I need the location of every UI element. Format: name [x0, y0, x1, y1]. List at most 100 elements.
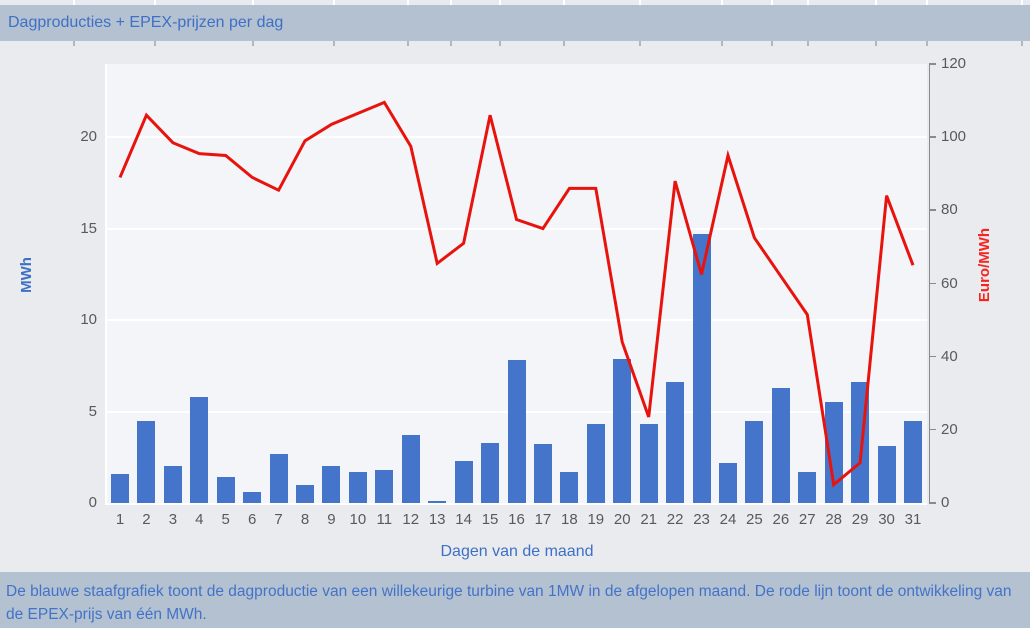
- right-axis-tick: [929, 502, 936, 504]
- x-axis-tick-label: 24: [719, 511, 737, 528]
- column-separator: [154, 41, 156, 46]
- production-bar: [401, 435, 420, 503]
- x-axis-tick-label: 18: [561, 511, 578, 528]
- x-axis-tick-label: 21: [640, 511, 657, 528]
- epex-price-line-layer: [118, 100, 915, 488]
- production-bar: [428, 501, 447, 503]
- production-bar: [586, 424, 605, 503]
- production-bar: [533, 444, 552, 503]
- production-bar: [824, 402, 843, 503]
- y-axis-tick-label-right: 0: [941, 494, 950, 511]
- column-separator: [252, 0, 254, 5]
- production-bar: [718, 462, 737, 503]
- column-separator: [807, 0, 809, 5]
- y-axis-tick-label-right: 100: [941, 128, 967, 146]
- production-bar: [560, 471, 579, 503]
- production-bar: [243, 492, 262, 503]
- x-axis-tick-label: 31: [904, 511, 922, 528]
- column-separator: [154, 0, 156, 5]
- column-separator: [639, 0, 641, 5]
- y-axis-tick-label-right: 60: [941, 274, 958, 292]
- gridline: [107, 319, 927, 322]
- production-bar: [163, 466, 182, 503]
- production-bar: [348, 471, 367, 503]
- column-separator: [450, 41, 452, 46]
- column-separator: [807, 41, 809, 46]
- x-axis-tick-label: 2: [142, 511, 151, 528]
- production-bar: [454, 460, 473, 503]
- right-axis-tick: [929, 136, 936, 138]
- gridline: [107, 227, 927, 230]
- x-axis-tick-label: 4: [195, 511, 204, 528]
- top-column-strip: [0, 0, 1030, 5]
- production-bar: [771, 387, 790, 503]
- x-axis-tick-label: 22: [666, 511, 684, 528]
- column-separator: [771, 0, 773, 5]
- production-bar: [666, 382, 685, 503]
- column-separator: [1021, 0, 1023, 5]
- plot-area: [105, 64, 927, 505]
- x-axis-tick-label: 16: [508, 511, 525, 528]
- x-axis-tick-label: 26: [772, 511, 790, 528]
- production-bar: [481, 442, 500, 503]
- x-axis-tick-label: 6: [247, 511, 257, 528]
- y-axis-tick-label-left: 20: [80, 128, 97, 146]
- right-axis-tick: [929, 428, 936, 431]
- production-bar: [507, 360, 526, 503]
- caption-bar: De blauwe staafgrafiek toont de dagprodu…: [0, 572, 1030, 628]
- right-axis-tick: [929, 209, 936, 211]
- x-axis-tick-label: 5: [221, 511, 230, 528]
- x-axis-tick-label: 19: [587, 511, 605, 528]
- x-axis-tick-label: 29: [851, 511, 869, 528]
- x-axis-tick-label: 9: [327, 511, 336, 528]
- production-bar: [111, 473, 129, 503]
- production-bar: [798, 471, 817, 503]
- chart-title: Dagproducties + EPEX-prijzen per dag: [8, 14, 284, 31]
- column-separator: [721, 41, 723, 46]
- right-axis-tick: [929, 355, 936, 358]
- y-axis-tick-label-left: 10: [80, 311, 97, 329]
- caption-text: De blauwe staafgrafiek toont de dagprodu…: [6, 583, 1012, 623]
- x-axis-tick-label: 8: [300, 511, 310, 528]
- column-separator: [499, 41, 501, 46]
- x-axis-tick-label: 20: [613, 511, 631, 528]
- production-bar: [613, 358, 632, 503]
- x-axis-tick-label: 27: [798, 511, 816, 528]
- column-separator: [499, 0, 501, 5]
- column-separator: [407, 41, 409, 46]
- production-bar: [639, 424, 658, 503]
- column-separator: [73, 41, 75, 46]
- column-separator: [563, 0, 565, 5]
- x-axis-tick-label: 28: [825, 511, 843, 528]
- y-axis-tick-label-right: 120: [941, 55, 967, 72]
- y-axis-tick-label-right: 80: [941, 201, 958, 219]
- column-separator: [450, 0, 452, 5]
- x-axis-tick-label: 3: [168, 511, 178, 528]
- column-separator: [1021, 41, 1023, 46]
- x-axis-tick-label: 25: [746, 511, 763, 528]
- production-bar: [322, 466, 341, 503]
- x-axis-tick-label: 7: [274, 511, 283, 528]
- production-bar: [904, 420, 922, 503]
- column-separator: [563, 41, 565, 46]
- x-axis-tick-label: 1: [115, 511, 125, 528]
- right-axis-line: [929, 64, 930, 504]
- x-axis-tick-label: 12: [402, 511, 420, 528]
- production-bar: [877, 446, 896, 503]
- column-separator: [926, 41, 928, 46]
- column-separator: [771, 41, 773, 46]
- x-axis-tick-label: 23: [693, 511, 710, 528]
- column-separator: [926, 0, 928, 5]
- y-axis-tick-label-left: 0: [88, 494, 97, 511]
- column-separator: [252, 41, 254, 46]
- sub-header-column-strip: [0, 41, 1030, 46]
- x-axis-tick-label: 30: [878, 511, 895, 528]
- left-axis-title: MWh: [18, 257, 35, 293]
- column-separator: [333, 41, 335, 46]
- production-bar: [269, 453, 288, 503]
- column-separator: [875, 41, 877, 46]
- column-separator: [639, 41, 641, 46]
- right-axis-tick: [929, 63, 936, 65]
- production-bar: [137, 420, 156, 503]
- x-axis-tick-label: 10: [349, 511, 367, 528]
